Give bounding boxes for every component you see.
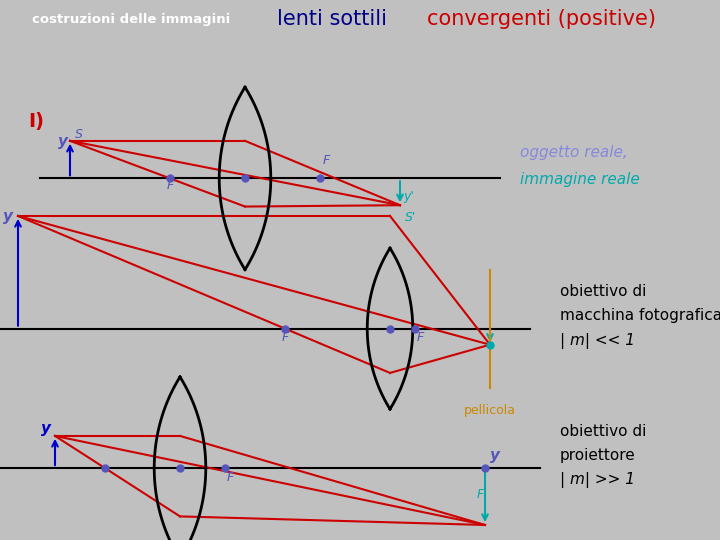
Text: | m| >> 1: | m| >> 1 — [560, 472, 635, 488]
Text: y: y — [3, 210, 13, 224]
Text: I): I) — [28, 112, 44, 131]
Text: obiettivo di: obiettivo di — [560, 285, 647, 299]
Text: y': y' — [403, 190, 414, 203]
Text: | m| << 1: | m| << 1 — [560, 333, 635, 349]
Text: obiettivo di: obiettivo di — [560, 424, 647, 439]
Text: proiettore: proiettore — [560, 448, 636, 463]
Text: costruzioni delle immagini: costruzioni delle immagini — [32, 13, 230, 26]
Text: F': F' — [477, 488, 487, 501]
Text: F: F — [167, 179, 174, 192]
Text: F: F — [323, 154, 330, 167]
Text: oggetto reale,: oggetto reale, — [520, 145, 628, 160]
Text: S': S' — [405, 211, 416, 224]
Text: pellicola: pellicola — [464, 404, 516, 417]
Text: F: F — [282, 332, 289, 345]
Text: macchina fotografica: macchina fotografica — [560, 308, 720, 323]
Text: F: F — [417, 332, 424, 345]
Text: F: F — [227, 471, 234, 484]
Text: S: S — [75, 127, 83, 140]
Text: y: y — [41, 421, 51, 436]
Text: y: y — [58, 134, 68, 149]
Text: y: y — [490, 448, 500, 463]
Text: convergenti (positive): convergenti (positive) — [428, 9, 657, 30]
Text: immagine reale: immagine reale — [520, 172, 640, 187]
Text: lenti sottili: lenti sottili — [276, 9, 393, 30]
